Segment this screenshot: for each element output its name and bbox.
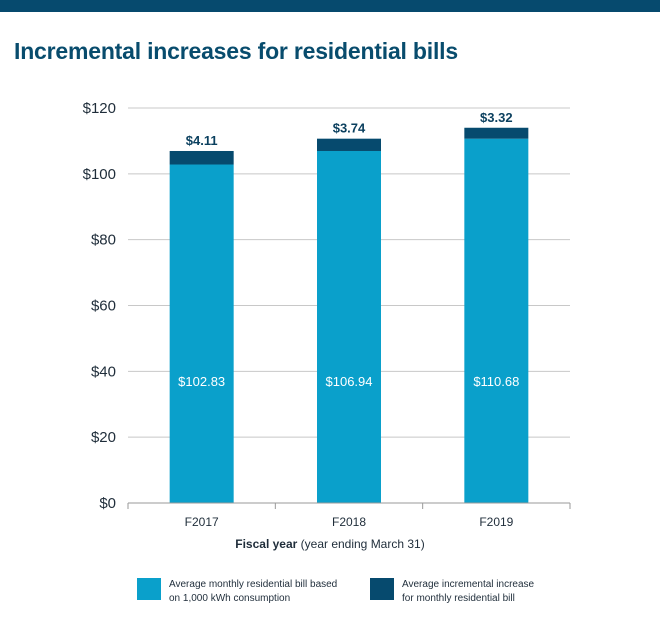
bar-base-label: $102.83	[178, 374, 225, 389]
page-title: Incremental increases for residential bi…	[14, 38, 458, 64]
bar-increase	[169, 150, 234, 165]
legend-label-increase-line2: for monthly residential bill	[402, 593, 515, 604]
x-axis-label: Fiscal year (year ending March 31)	[0, 537, 660, 551]
bar-base	[169, 164, 234, 503]
bar-increase-label: $3.32	[480, 110, 513, 125]
x-axis-label-rest: (year ending March 31)	[297, 537, 425, 551]
bar-base	[464, 138, 529, 503]
x-axis: F2017 F2018 F2019	[127, 502, 571, 529]
bars: $102.83 $4.11 $106.94 $3.74 $110.68 $3.32	[169, 110, 529, 503]
y-tick-label: $120	[83, 100, 116, 117]
top-banner	[0, 0, 660, 12]
x-axis-label-bold: Fiscal year	[235, 537, 298, 551]
y-tick-label: $80	[91, 232, 116, 249]
x-tick-label: F2018	[332, 515, 366, 529]
bar-increase-label: $3.74	[333, 121, 366, 136]
bar-base	[317, 150, 381, 503]
legend-label-increase-line1: Average incremental increase	[402, 579, 535, 590]
legend-swatch-base	[137, 578, 161, 600]
y-tick-label: $60	[91, 298, 116, 315]
y-tick-label: $20	[91, 429, 116, 446]
bar-increase-label: $4.11	[186, 133, 218, 148]
bar-increase	[464, 127, 529, 139]
bar-increase	[317, 138, 381, 151]
bar-base-label: $106.94	[326, 374, 373, 389]
x-tick-label: F2017	[185, 515, 219, 529]
y-axis-ticks: $0 $20 $40 $60 $80 $100 $120	[83, 100, 116, 512]
x-tick-label: F2019	[479, 515, 513, 529]
legend-label-base-line2: on 1,000 kWh consumption	[169, 593, 291, 604]
legend-label-base-line1: Average monthly residential bill based	[169, 579, 338, 590]
y-tick-label: $100	[83, 166, 116, 183]
legend-swatch-increase	[370, 578, 394, 600]
bar-base-label: $110.68	[473, 374, 519, 389]
y-tick-label: $0	[99, 495, 116, 512]
y-tick-label: $40	[91, 363, 116, 380]
